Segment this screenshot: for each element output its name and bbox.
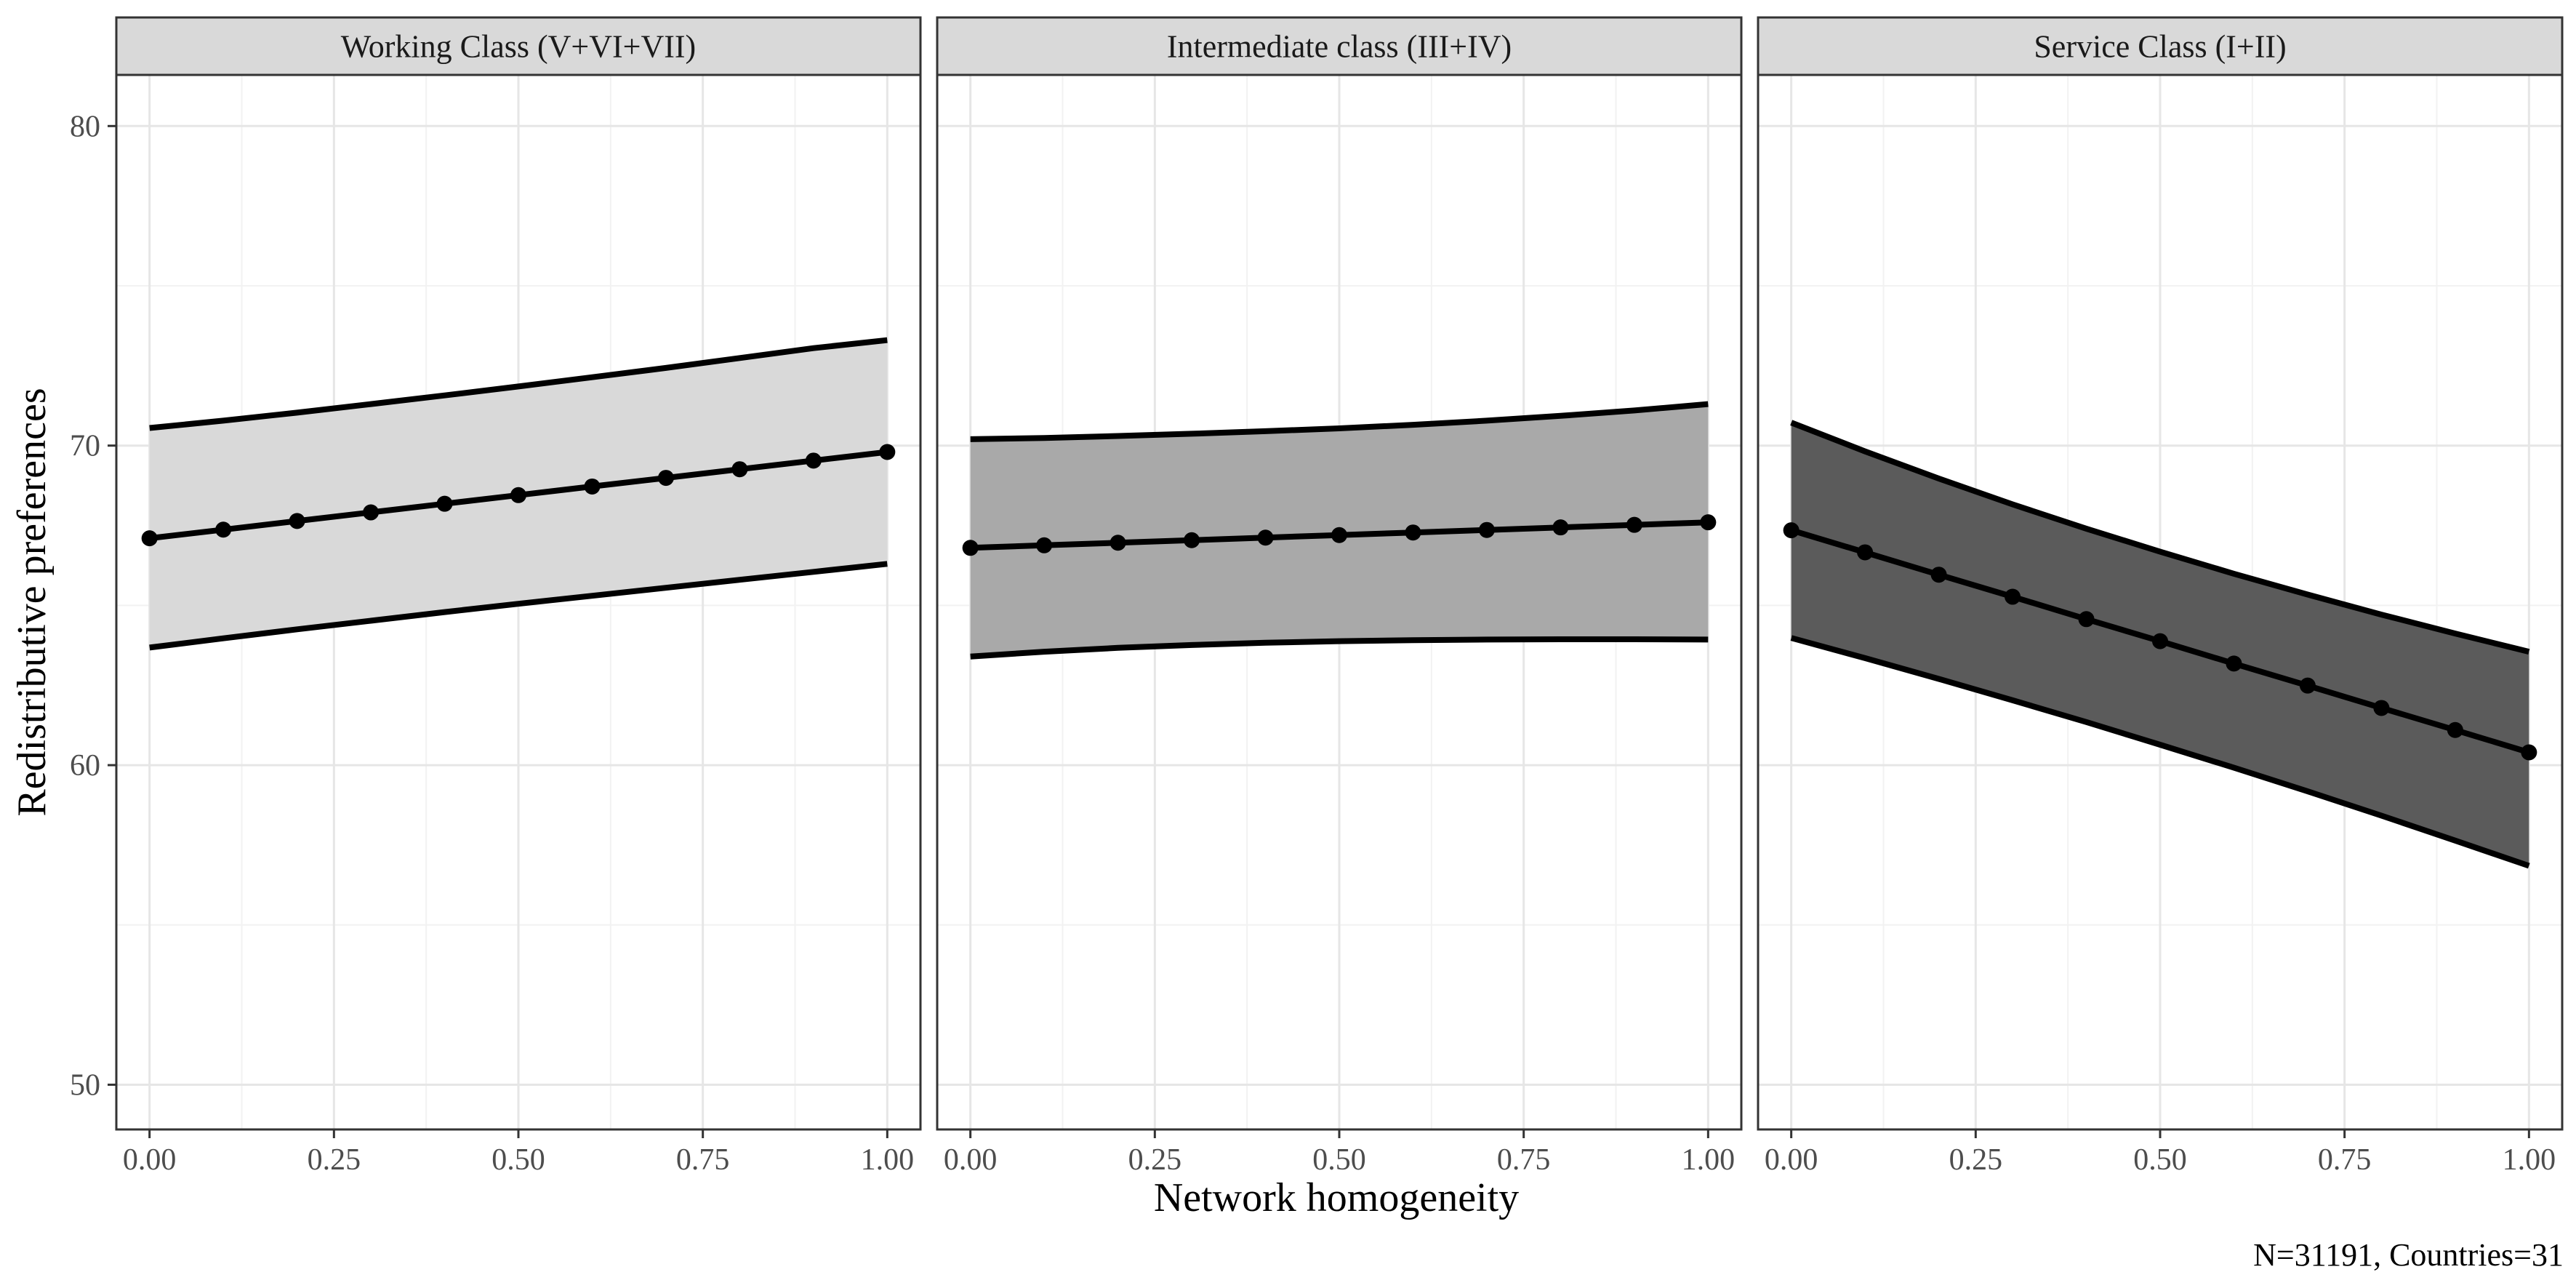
- lower-bound-line: [970, 636, 1709, 660]
- data-point: [2299, 677, 2316, 694]
- data-point: [1626, 516, 1642, 533]
- facet-panel: Working Class (V+VI+VII) 0.00 0.25 0.50 0.75…: [115, 16, 922, 1177]
- data-point: [510, 487, 526, 503]
- data-point: [731, 461, 748, 478]
- data-point: [2005, 588, 2021, 605]
- upper-bound-line: [149, 337, 888, 431]
- facet-strip: [115, 16, 922, 76]
- facet-strip: [1757, 16, 2564, 76]
- data-point: [657, 470, 674, 487]
- facet-strip-label: Service Class (I+II): [2034, 29, 2286, 65]
- data-point: [141, 530, 158, 547]
- x-tick-label: 0.25: [1128, 1143, 1182, 1177]
- facet-panel: Service Class (I+II) 0.00 0.25 0.50 0.75 1.00: [1757, 16, 2564, 1177]
- x-tick-label: 0.00: [1765, 1143, 1818, 1177]
- data-point: [2152, 633, 2168, 649]
- data-point: [1405, 524, 1421, 541]
- x-axis-title: Network homogeneity: [1154, 1175, 1519, 1220]
- facets-layer: Working Class (V+VI+VII) 0.00 0.25 0.50 0.75…: [115, 16, 2564, 1177]
- x-tick-label: 0.00: [944, 1143, 998, 1177]
- data-point: [2373, 700, 2390, 716]
- data-point: [2078, 611, 2095, 628]
- y-tick-label: 60: [70, 749, 100, 783]
- x-tick-label: 0.00: [123, 1143, 177, 1177]
- data-point: [1110, 535, 1126, 551]
- data-point: [1930, 567, 1947, 583]
- data-point: [2226, 655, 2242, 672]
- y-tick-label: 80: [70, 110, 100, 143]
- lower-bound-line: [1790, 635, 2530, 869]
- facet-strip: [936, 16, 1743, 76]
- data-point: [215, 521, 232, 538]
- chart-caption: N=31191, Countries=31: [2253, 1237, 2564, 1273]
- data-point: [1783, 522, 1799, 539]
- upper-bound-line: [1790, 420, 2530, 655]
- data-point: [363, 504, 380, 521]
- data-point: [1331, 527, 1347, 543]
- x-tick-label: 0.25: [1949, 1143, 2003, 1177]
- data-point: [1257, 529, 1274, 546]
- x-tick-label: 0.75: [2318, 1143, 2372, 1177]
- y-tick-label: 50: [70, 1068, 100, 1102]
- upper-bound-line: [970, 401, 1709, 442]
- x-tick-label: 1.00: [2503, 1143, 2556, 1177]
- data-point: [2447, 721, 2463, 738]
- facet-strip-label: Intermediate class (III+IV): [1167, 29, 1512, 65]
- facet-strip-label: Working Class (V+VI+VII): [341, 29, 696, 65]
- data-point: [1036, 537, 1053, 553]
- data-point: [805, 452, 822, 469]
- x-tick-label: 1.00: [861, 1143, 915, 1177]
- y-axis-title: Redistributive preferences: [9, 388, 55, 816]
- x-tick-label: 0.50: [2133, 1143, 2187, 1177]
- x-tick-label: 1.00: [1682, 1143, 1736, 1177]
- x-tick-label: 0.75: [1497, 1143, 1551, 1177]
- x-tick-label: 0.75: [676, 1143, 730, 1177]
- data-point: [1184, 532, 1200, 548]
- data-point: [879, 444, 896, 460]
- facet-panel: Intermediate class (III+IV) 0.00 0.25 0.50 0…: [936, 16, 1743, 1177]
- lower-bound-line: [149, 561, 888, 651]
- data-point: [436, 495, 453, 512]
- y-tick-label: 70: [70, 430, 100, 463]
- data-point: [289, 513, 305, 529]
- x-tick-label: 0.50: [491, 1143, 545, 1177]
- data-point: [584, 478, 601, 495]
- data-point: [1478, 521, 1495, 538]
- data-point: [1552, 519, 1569, 536]
- x-tick-label: 0.50: [1312, 1143, 1366, 1177]
- x-tick-label: 0.25: [308, 1143, 361, 1177]
- axis-labels-layer: 50 60 70 80: [70, 110, 116, 1102]
- data-point: [2521, 744, 2537, 761]
- data-point: [1700, 514, 1717, 531]
- data-point: [1857, 544, 1874, 561]
- data-point: [962, 540, 979, 556]
